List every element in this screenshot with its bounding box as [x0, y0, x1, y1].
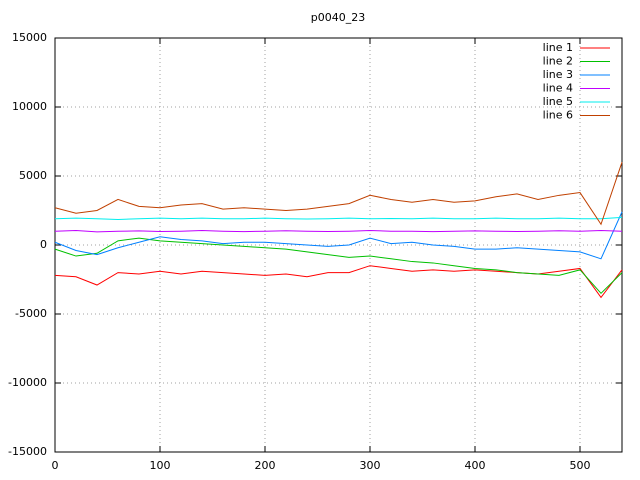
y-tick-label: -15000: [8, 445, 47, 458]
legend-label: line 6: [543, 109, 573, 122]
x-tick-label: 0: [52, 459, 59, 472]
series-line: [54, 211, 623, 260]
x-tick-label: 100: [150, 459, 171, 472]
y-tick-label: -5000: [15, 307, 47, 320]
legend-label: line 5: [543, 95, 573, 108]
legend-label: line 3: [543, 68, 573, 81]
y-tick-label: 0: [40, 238, 47, 251]
series-line: [54, 162, 623, 226]
x-tick-label: 400: [465, 459, 486, 472]
plot-border: [54, 37, 623, 453]
legend-label: line 4: [543, 82, 573, 95]
y-tick-label: -10000: [8, 376, 47, 389]
legend-label: line 1: [543, 41, 573, 54]
x-tick-label: 500: [570, 459, 591, 472]
y-tick-label: 10000: [12, 100, 47, 113]
x-tick-label: 200: [255, 459, 276, 472]
legend-label: line 2: [543, 55, 573, 68]
series-line: [54, 216, 623, 220]
x-tick-label: 300: [360, 459, 381, 472]
y-tick-label: 15000: [12, 31, 47, 44]
chart-title: p0040_23: [311, 11, 365, 24]
y-tick-label: 5000: [19, 169, 47, 182]
series-line: [54, 230, 623, 233]
